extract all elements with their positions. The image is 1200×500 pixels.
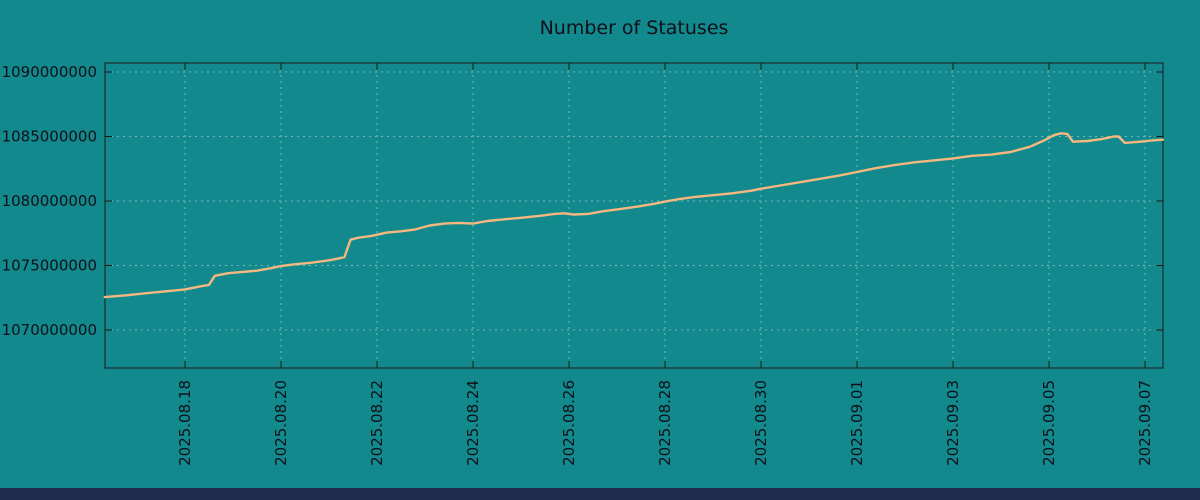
y-tick-label: 1070000000: [2, 321, 97, 339]
line-series-statuses: [103, 132, 1165, 299]
y-tick-label: 1080000000: [2, 192, 97, 210]
plot-border: [104, 62, 1164, 369]
x-tick-label: 2025.08.26: [560, 380, 578, 466]
x-tick-label: 2025.09.03: [944, 380, 962, 466]
x-tick-label: 2025.08.22: [368, 380, 386, 466]
y-axis-labels: 1070000000 1075000000 1080000000 1085000000…: [2, 63, 97, 339]
y-tick-label: 1085000000: [2, 128, 97, 146]
grid-lines: [105, 63, 1163, 368]
x-tick-label: 2025.08.24: [464, 380, 482, 466]
y-tick-label: 1075000000: [2, 257, 97, 275]
x-tick-label: 2025.08.18: [176, 380, 194, 466]
x-tick-label: 2025.09.07: [1136, 380, 1154, 466]
x-tick-label: 2025.09.05: [1040, 380, 1058, 466]
chart-title: Number of Statuses: [540, 17, 729, 39]
x-tick-label: 2025.09.01: [848, 380, 866, 466]
x-tick-label: 2025.08.28: [656, 380, 674, 466]
x-tick-label: 2025.08.30: [752, 380, 770, 466]
bottom-bar: [0, 488, 1200, 500]
series-line: [103, 132, 1165, 299]
x-axis-labels: 2025.08.18 2025.08.20 2025.08.22 2025.08.24…: [176, 380, 1154, 466]
y-tick-label: 1090000000: [2, 63, 97, 81]
statuses-line-chart: Number of Statuses 107000000010750000001…: [2, 17, 1165, 466]
x-tick-label: 2025.08.20: [272, 380, 290, 466]
axis-ticks: [105, 63, 1163, 368]
